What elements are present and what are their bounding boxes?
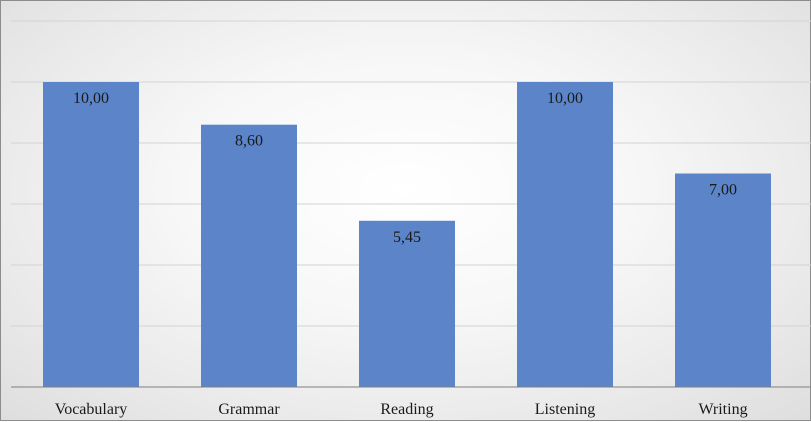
category-label-vocabulary: Vocabulary: [55, 401, 128, 418]
category-label-grammar: Grammar: [218, 401, 280, 418]
category-label-listening: Listening: [535, 401, 595, 418]
data-label-grammar: 8,60: [235, 133, 263, 150]
bar-reading: [359, 220, 455, 387]
bar-writing: [675, 173, 771, 387]
data-labels: 10,00 8,60 5,45 10,00 7,00: [73, 90, 737, 246]
data-label-listening: 10,00: [547, 90, 583, 107]
category-label-writing: Writing: [698, 401, 747, 418]
bars: [43, 82, 771, 387]
category-label-reading: Reading: [380, 401, 433, 418]
bar-grammar: [201, 124, 297, 387]
category-labels: Vocabulary Grammar Reading Listening Writing: [55, 401, 748, 418]
bar-vocabulary: [43, 82, 139, 387]
data-label-vocabulary: 10,00: [73, 90, 109, 107]
data-label-writing: 7,00: [709, 182, 737, 199]
data-label-reading: 5,45: [393, 229, 421, 246]
bar-listening: [517, 82, 613, 387]
